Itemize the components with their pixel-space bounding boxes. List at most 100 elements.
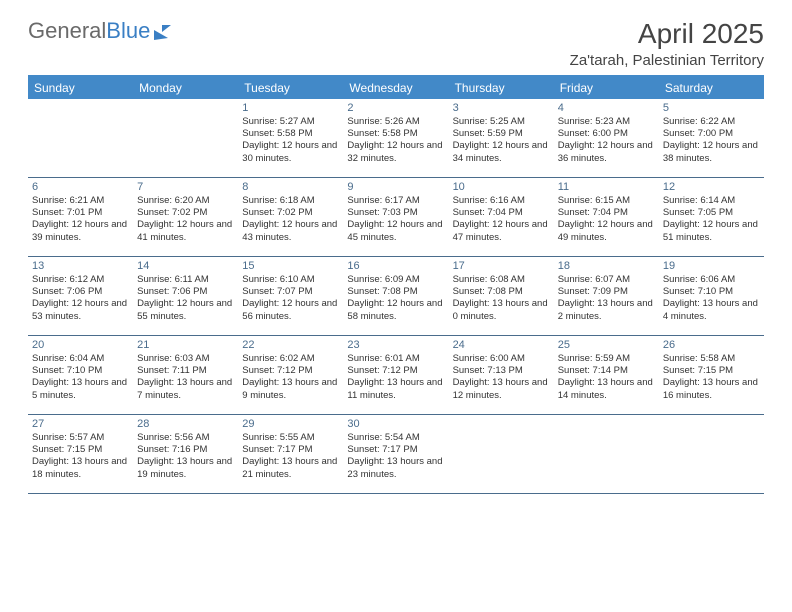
daylight-text: Daylight: 12 hours and 43 minutes.: [242, 219, 339, 243]
sunset-text: Sunset: 7:11 PM: [137, 365, 234, 377]
calendar-day: 19Sunrise: 6:06 AMSunset: 7:10 PMDayligh…: [659, 257, 764, 335]
calendar-day: 15Sunrise: 6:10 AMSunset: 7:07 PMDayligh…: [238, 257, 343, 335]
calendar-day: 29Sunrise: 5:55 AMSunset: 7:17 PMDayligh…: [238, 415, 343, 493]
day-number: 21: [137, 338, 234, 352]
sunrise-text: Sunrise: 5:27 AM: [242, 116, 339, 128]
day-number: 28: [137, 417, 234, 431]
calendar-day: 25Sunrise: 5:59 AMSunset: 7:14 PMDayligh…: [554, 336, 659, 414]
sunset-text: Sunset: 7:07 PM: [242, 286, 339, 298]
day-header: Wednesday: [343, 77, 448, 99]
day-number: 12: [663, 180, 760, 194]
sunset-text: Sunset: 7:08 PM: [347, 286, 444, 298]
sunrise-text: Sunrise: 5:59 AM: [558, 353, 655, 365]
daylight-text: Daylight: 12 hours and 34 minutes.: [453, 140, 550, 164]
sunset-text: Sunset: 7:12 PM: [242, 365, 339, 377]
calendar-day: 16Sunrise: 6:09 AMSunset: 7:08 PMDayligh…: [343, 257, 448, 335]
sunset-text: Sunset: 7:05 PM: [663, 207, 760, 219]
calendar-week: 1Sunrise: 5:27 AMSunset: 5:58 PMDaylight…: [28, 99, 764, 178]
sunset-text: Sunset: 7:15 PM: [32, 444, 129, 456]
brand-part1: General: [28, 18, 106, 44]
sunrise-text: Sunrise: 6:21 AM: [32, 195, 129, 207]
calendar-day: 5Sunrise: 6:22 AMSunset: 7:00 PMDaylight…: [659, 99, 764, 177]
sunset-text: Sunset: 7:03 PM: [347, 207, 444, 219]
sunset-text: Sunset: 7:08 PM: [453, 286, 550, 298]
calendar-day-empty: [133, 99, 238, 177]
day-number: 22: [242, 338, 339, 352]
day-number: 23: [347, 338, 444, 352]
daylight-text: Daylight: 12 hours and 38 minutes.: [663, 140, 760, 164]
brand-logo: GeneralBlue: [28, 18, 171, 44]
calendar-day: 3Sunrise: 5:25 AMSunset: 5:59 PMDaylight…: [449, 99, 554, 177]
sunset-text: Sunset: 7:00 PM: [663, 128, 760, 140]
day-number: 27: [32, 417, 129, 431]
daylight-text: Daylight: 13 hours and 16 minutes.: [663, 377, 760, 401]
calendar-day-empty: [449, 415, 554, 493]
day-number: 30: [347, 417, 444, 431]
calendar-day: 21Sunrise: 6:03 AMSunset: 7:11 PMDayligh…: [133, 336, 238, 414]
daylight-text: Daylight: 13 hours and 11 minutes.: [347, 377, 444, 401]
daylight-text: Daylight: 13 hours and 23 minutes.: [347, 456, 444, 480]
day-header: Sunday: [28, 77, 133, 99]
sunrise-text: Sunrise: 6:00 AM: [453, 353, 550, 365]
logo-triangle-icon: [154, 28, 168, 40]
sunset-text: Sunset: 7:02 PM: [242, 207, 339, 219]
brand-part2: Blue: [106, 18, 150, 44]
calendar-day: 27Sunrise: 5:57 AMSunset: 7:15 PMDayligh…: [28, 415, 133, 493]
sunrise-text: Sunrise: 6:20 AM: [137, 195, 234, 207]
day-number: 16: [347, 259, 444, 273]
sunrise-text: Sunrise: 5:56 AM: [137, 432, 234, 444]
sunrise-text: Sunrise: 5:23 AM: [558, 116, 655, 128]
sunrise-text: Sunrise: 6:11 AM: [137, 274, 234, 286]
day-number: 11: [558, 180, 655, 194]
calendar-day: 2Sunrise: 5:26 AMSunset: 5:58 PMDaylight…: [343, 99, 448, 177]
sunrise-text: Sunrise: 5:54 AM: [347, 432, 444, 444]
calendar-day-empty: [554, 415, 659, 493]
daylight-text: Daylight: 13 hours and 19 minutes.: [137, 456, 234, 480]
sunset-text: Sunset: 7:16 PM: [137, 444, 234, 456]
daylight-text: Daylight: 13 hours and 2 minutes.: [558, 298, 655, 322]
sunrise-text: Sunrise: 6:14 AM: [663, 195, 760, 207]
daylight-text: Daylight: 13 hours and 5 minutes.: [32, 377, 129, 401]
calendar-day: 12Sunrise: 6:14 AMSunset: 7:05 PMDayligh…: [659, 178, 764, 256]
sunrise-text: Sunrise: 5:58 AM: [663, 353, 760, 365]
daylight-text: Daylight: 12 hours and 51 minutes.: [663, 219, 760, 243]
calendar-day: 1Sunrise: 5:27 AMSunset: 5:58 PMDaylight…: [238, 99, 343, 177]
sunset-text: Sunset: 7:10 PM: [663, 286, 760, 298]
day-header: Tuesday: [238, 77, 343, 99]
daylight-text: Daylight: 13 hours and 21 minutes.: [242, 456, 339, 480]
daylight-text: Daylight: 12 hours and 49 minutes.: [558, 219, 655, 243]
day-number: 3: [453, 101, 550, 115]
daylight-text: Daylight: 12 hours and 47 minutes.: [453, 219, 550, 243]
day-number: 2: [347, 101, 444, 115]
calendar-day: 20Sunrise: 6:04 AMSunset: 7:10 PMDayligh…: [28, 336, 133, 414]
day-number: 1: [242, 101, 339, 115]
calendar-day: 18Sunrise: 6:07 AMSunset: 7:09 PMDayligh…: [554, 257, 659, 335]
day-number: 19: [663, 259, 760, 273]
sunset-text: Sunset: 7:17 PM: [242, 444, 339, 456]
sunrise-text: Sunrise: 6:09 AM: [347, 274, 444, 286]
sunset-text: Sunset: 5:59 PM: [453, 128, 550, 140]
day-number: 18: [558, 259, 655, 273]
sunrise-text: Sunrise: 5:26 AM: [347, 116, 444, 128]
sunset-text: Sunset: 5:58 PM: [347, 128, 444, 140]
day-header: Saturday: [659, 77, 764, 99]
day-number: 15: [242, 259, 339, 273]
day-number: 29: [242, 417, 339, 431]
sunset-text: Sunset: 7:13 PM: [453, 365, 550, 377]
daylight-text: Daylight: 12 hours and 32 minutes.: [347, 140, 444, 164]
calendar-week: 6Sunrise: 6:21 AMSunset: 7:01 PMDaylight…: [28, 178, 764, 257]
day-number: 20: [32, 338, 129, 352]
day-number: 25: [558, 338, 655, 352]
sunset-text: Sunset: 7:17 PM: [347, 444, 444, 456]
calendar-day: 13Sunrise: 6:12 AMSunset: 7:06 PMDayligh…: [28, 257, 133, 335]
day-number: 4: [558, 101, 655, 115]
calendar-day-empty: [28, 99, 133, 177]
daylight-text: Daylight: 12 hours and 30 minutes.: [242, 140, 339, 164]
page-subtitle: Za'tarah, Palestinian Territory: [570, 52, 764, 69]
sunset-text: Sunset: 7:14 PM: [558, 365, 655, 377]
calendar-day: 30Sunrise: 5:54 AMSunset: 7:17 PMDayligh…: [343, 415, 448, 493]
daylight-text: Daylight: 12 hours and 39 minutes.: [32, 219, 129, 243]
daylight-text: Daylight: 13 hours and 12 minutes.: [453, 377, 550, 401]
calendar-week: 27Sunrise: 5:57 AMSunset: 7:15 PMDayligh…: [28, 415, 764, 494]
calendar-day: 9Sunrise: 6:17 AMSunset: 7:03 PMDaylight…: [343, 178, 448, 256]
